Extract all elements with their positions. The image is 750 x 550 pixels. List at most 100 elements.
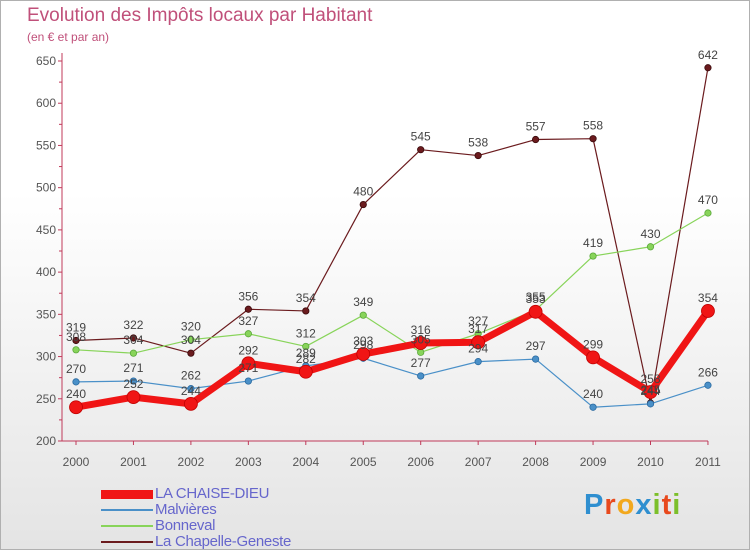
logo-letter: x xyxy=(635,489,653,521)
data-point xyxy=(302,342,310,351)
y-tick-label: 250 xyxy=(36,392,56,406)
logo-letter: r xyxy=(604,489,617,521)
x-tick-label: 2003 xyxy=(235,455,262,469)
data-label: 303 xyxy=(353,334,373,348)
data-point xyxy=(187,336,195,344)
x-tick-label: 2008 xyxy=(522,455,549,469)
data-label: 270 xyxy=(66,362,86,376)
data-point xyxy=(126,390,141,404)
data-label: 262 xyxy=(181,369,201,383)
series-line xyxy=(75,212,709,354)
x-tick-label: 2010 xyxy=(637,455,664,469)
x-tick-label: 2005 xyxy=(350,455,377,469)
chart-legend: LA CHAISE-DIEU Malvières Bonneval La Chapel… xyxy=(101,485,361,550)
legend-swatch xyxy=(101,509,153,511)
data-label: 312 xyxy=(296,326,316,340)
chart-subtitle: (en € et par an) xyxy=(27,30,110,44)
data-point xyxy=(244,377,252,385)
series-line xyxy=(72,307,712,411)
data-label: 282 xyxy=(296,352,316,366)
data-point xyxy=(589,403,597,411)
y-tick-label: 350 xyxy=(36,307,56,321)
data-label: 308 xyxy=(66,330,86,344)
data-label: 245 xyxy=(640,383,660,397)
data-label: 292 xyxy=(238,343,258,357)
data-point xyxy=(471,335,486,350)
logo-letter: P xyxy=(584,489,605,521)
series-line xyxy=(75,67,709,404)
data-point xyxy=(187,385,195,393)
legend-label: Malvières xyxy=(155,501,217,518)
x-tick-label: 2007 xyxy=(465,455,492,469)
y-tick-label: 450 xyxy=(36,223,56,237)
data-point xyxy=(704,381,712,389)
legend-swatch xyxy=(101,489,153,499)
y-tick-label: 600 xyxy=(36,96,56,110)
data-label: 277 xyxy=(411,356,431,370)
series-line xyxy=(75,357,709,408)
proxiti-logo: Proxiti xyxy=(584,489,681,522)
data-point xyxy=(244,330,252,338)
data-label: 356 xyxy=(238,289,258,303)
data-label: 240 xyxy=(583,387,603,401)
data-label: 316 xyxy=(411,323,431,337)
data-label: 244 xyxy=(640,384,660,398)
legend-item: La Chapelle-Geneste xyxy=(101,533,361,550)
x-tick-label: 2002 xyxy=(178,455,205,469)
data-point xyxy=(298,364,313,379)
data-label: 319 xyxy=(66,321,86,335)
x-tick-label: 2006 xyxy=(407,455,434,469)
legend-label: LA CHAISE-DIEU xyxy=(155,485,270,502)
data-point xyxy=(646,243,655,251)
data-point xyxy=(72,336,80,345)
data-point xyxy=(586,350,600,365)
legend-swatch xyxy=(101,525,153,527)
data-label: 317 xyxy=(468,322,488,336)
data-label: 271 xyxy=(238,361,258,375)
data-point xyxy=(187,349,195,357)
data-point xyxy=(531,135,540,144)
data-label: 252 xyxy=(123,377,143,391)
data-label: 642 xyxy=(698,48,718,62)
chart-title: Evolution des Impôts locaux par Habitant xyxy=(27,5,373,26)
data-point xyxy=(129,334,138,342)
legend-item: Bonneval xyxy=(101,517,361,534)
data-label: 294 xyxy=(468,342,488,356)
logo-letter: i xyxy=(652,489,662,521)
data-point xyxy=(359,311,367,319)
y-tick-label: 200 xyxy=(36,434,56,448)
logo-letter: o xyxy=(616,489,636,521)
data-point xyxy=(359,200,367,209)
data-label: 327 xyxy=(238,314,258,328)
data-label: 299 xyxy=(583,337,603,351)
y-tick-label: 550 xyxy=(36,138,56,152)
data-label: 327 xyxy=(468,314,488,328)
data-label: 240 xyxy=(66,387,86,401)
data-point xyxy=(413,336,428,350)
legend-swatch xyxy=(101,541,153,543)
legend-label: La Chapelle-Geneste xyxy=(155,533,292,550)
data-label: 430 xyxy=(640,227,660,241)
data-label: 355 xyxy=(526,290,546,304)
data-point xyxy=(589,135,597,143)
data-point xyxy=(589,252,597,260)
data-label: 538 xyxy=(468,136,488,150)
x-tick-label: 2009 xyxy=(580,455,607,469)
y-tick-label: 300 xyxy=(36,350,56,364)
data-label: 304 xyxy=(181,333,201,347)
data-label: 305 xyxy=(411,332,431,346)
data-point xyxy=(528,304,543,319)
data-point xyxy=(183,396,198,411)
data-point xyxy=(531,355,540,363)
data-label: 320 xyxy=(181,320,201,334)
legend-item: Malvières xyxy=(101,501,361,518)
logo-letter: i xyxy=(672,489,682,521)
data-label: 419 xyxy=(583,236,603,250)
data-label: 244 xyxy=(181,384,201,398)
legend-label: Bonneval xyxy=(155,517,216,534)
data-label: 470 xyxy=(698,193,718,207)
data-label: 354 xyxy=(296,291,316,305)
data-point xyxy=(701,304,715,318)
data-point xyxy=(417,348,425,356)
